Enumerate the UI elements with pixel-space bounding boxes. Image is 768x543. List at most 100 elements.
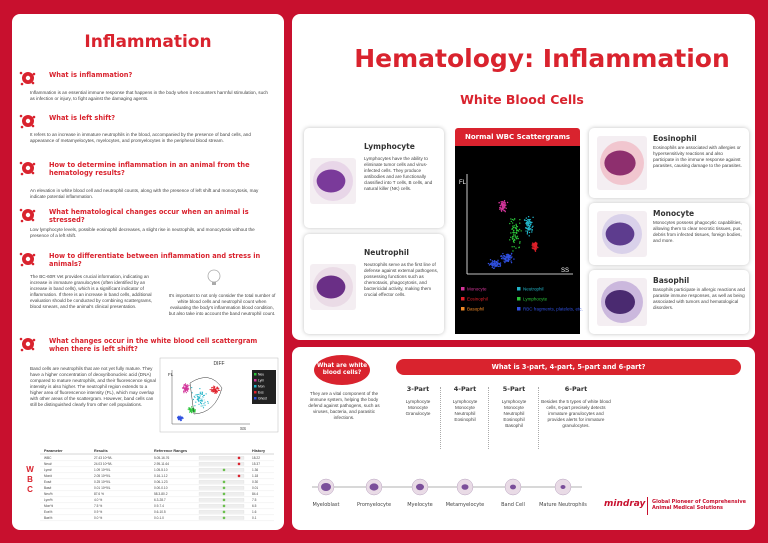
- scatter-dot: [196, 393, 198, 396]
- right-top-panel: Hematology: Inflammation White Blood Cell…: [292, 14, 755, 340]
- scatter-dot: [499, 205, 502, 207]
- scatter-dot: [198, 400, 200, 403]
- table-cell: 1.6: [252, 510, 257, 514]
- section-icon: [19, 114, 36, 129]
- legend-swatch: [517, 307, 521, 311]
- scatter-dot: [201, 400, 204, 402]
- part-item: Lymphocyte: [452, 399, 478, 404]
- scatter-dot: [508, 258, 510, 261]
- part-item: Lymphocyte: [405, 399, 431, 404]
- nucleus: [605, 222, 635, 246]
- table-cell: 18.22: [252, 456, 260, 460]
- scatter-dot: [213, 385, 215, 387]
- x-label: SS: [561, 268, 569, 274]
- icon-spike: [32, 209, 36, 213]
- scatter-dot: [512, 239, 515, 242]
- scatter-dot: [504, 260, 506, 262]
- range-marker: [222, 480, 226, 484]
- scatter-dot: [499, 208, 501, 210]
- scatter-dot: [502, 257, 504, 259]
- scatter-dot: [525, 222, 527, 224]
- plot-title: DIFF: [213, 361, 224, 367]
- scatter-dot: [514, 234, 516, 236]
- scatter-dot: [512, 226, 515, 229]
- table-cell: 27.43 10^9/L: [94, 456, 113, 460]
- scatter-dot: [510, 260, 512, 262]
- scatter-dot: [181, 417, 183, 419]
- scatter-dot: [183, 385, 185, 387]
- scatter-dot: [497, 265, 500, 268]
- answer-text: They are a vital component of the immune…: [308, 391, 380, 420]
- section-body: Inflammation is an essential immune resp…: [30, 90, 268, 101]
- range-marker: [237, 456, 241, 460]
- cell-card: Neutrophil Neutrophils serve as the first…: [304, 234, 444, 334]
- scatter-dot: [515, 226, 518, 228]
- scatter-dot: [216, 386, 218, 388]
- range-marker: [222, 486, 226, 490]
- scatter-dot: [509, 222, 511, 225]
- scatter-dot: [216, 387, 219, 389]
- table-cell: 24.03 10^9/L: [94, 462, 113, 466]
- stage-label: Promyelocyte: [356, 502, 392, 508]
- part-item: Eosinophil: [454, 417, 476, 422]
- table-cell: 0.01 10^9/L: [94, 486, 111, 490]
- scatter-dot: [498, 201, 500, 204]
- main-title: Hematology: Inflammation: [354, 44, 730, 73]
- scatter-dot: [511, 246, 513, 248]
- scatter-dot: [512, 234, 515, 236]
- icon-spike: [31, 124, 35, 128]
- range-marker: [222, 492, 226, 496]
- scatter-dot: [500, 255, 503, 257]
- brand-divider: [647, 497, 648, 515]
- scatter-dot: [215, 390, 218, 392]
- icon-spike: [19, 252, 23, 256]
- range-bar: [198, 504, 245, 508]
- scatter-dot: [203, 399, 205, 401]
- table-header: Results: [94, 449, 108, 453]
- scatter-dot: [183, 392, 185, 394]
- part-item: Eosinophil: [503, 417, 525, 422]
- scatter-dot: [183, 384, 185, 386]
- scatter-dot: [515, 232, 518, 234]
- table-header: Parameter: [44, 449, 63, 453]
- nucleus: [316, 169, 346, 193]
- separator: [440, 387, 441, 449]
- scatter-dot: [196, 398, 198, 401]
- scatter-dot: [179, 419, 181, 421]
- scatter-dot: [492, 265, 494, 267]
- scatter-dot: [527, 227, 529, 229]
- scatter-dot: [191, 392, 193, 394]
- table-cell: 2.05 10^9/L: [94, 474, 111, 478]
- scatter-dot: [535, 243, 537, 246]
- table-cell: 0.0-1.0: [154, 516, 164, 520]
- scatter-dot: [530, 223, 532, 225]
- scatter-dot: [504, 261, 506, 264]
- nucleus: [316, 275, 346, 299]
- scatter-dot: [526, 231, 529, 234]
- range-marker: [222, 516, 226, 520]
- part-item: Besides the 5 types of white blood cells…: [541, 399, 611, 428]
- scatter-dot: [195, 394, 197, 396]
- scatter-dot: [216, 391, 219, 393]
- scatter-dot: [501, 208, 504, 211]
- scatter-dot: [495, 262, 497, 265]
- range-marker: [237, 462, 241, 466]
- section-icon: [19, 71, 36, 86]
- scatter-dot: [531, 231, 533, 233]
- scatter-dot: [214, 389, 217, 391]
- scatter-dot: [499, 265, 501, 268]
- legend-label: Eosinophil: [467, 297, 488, 302]
- scatter-dot: [513, 238, 516, 241]
- right-bottom-panel: What are white blood cells? They are a vi…: [292, 347, 755, 530]
- scatter-dot: [205, 393, 207, 395]
- scatter-dot: [492, 260, 494, 262]
- scatter-dot: [487, 262, 490, 265]
- icon-spike: [20, 348, 24, 352]
- side-letter: W: [26, 465, 34, 474]
- table-cell: 0.6-10.5: [154, 510, 166, 514]
- scatter-dot: [179, 418, 181, 420]
- part-item: Lymphocyte: [501, 399, 527, 404]
- scatter-dot: [525, 217, 528, 219]
- nucleus: [605, 290, 635, 314]
- scatter-dot: [489, 263, 491, 265]
